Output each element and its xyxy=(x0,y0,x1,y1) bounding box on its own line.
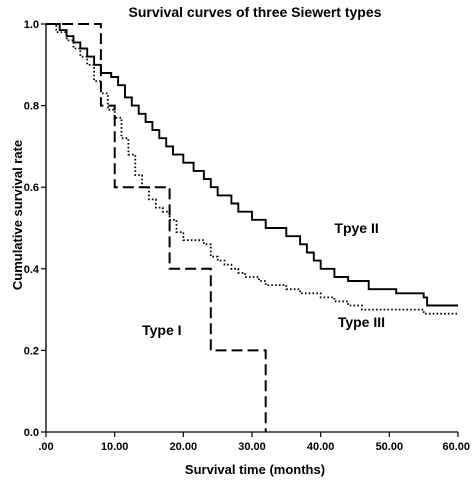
x-tick-label: .00 xyxy=(38,441,53,453)
series-group xyxy=(46,23,458,432)
series-label-1: Tpye II xyxy=(334,220,378,236)
series-label-3: Type I xyxy=(142,322,181,338)
y-axis-label: Cumulative survival rate xyxy=(10,140,25,290)
y-tick-label: 0.6 xyxy=(24,182,39,194)
x-tick-label: 40.00 xyxy=(307,441,335,453)
x-tick-label: 60.00 xyxy=(442,441,470,453)
y-tick-label: 0.8 xyxy=(24,101,39,113)
x-axis-label: Survival time (months) xyxy=(185,462,325,477)
y-tick-label: 1.0 xyxy=(24,19,39,31)
y-tick-label: 0.0 xyxy=(24,427,39,439)
series-line-1 xyxy=(46,23,458,307)
x-tick-label: 30.00 xyxy=(238,441,266,453)
axes: 0.0 0.2 0.4 0.6 0.8 1.0 .00 10.00 20.00 30.00 40.0… xyxy=(24,19,470,453)
x-tick-label: 10.00 xyxy=(101,441,129,453)
x-tick-label: 50.00 xyxy=(376,441,404,453)
chart-title: Survival curves of three Siewert types xyxy=(129,4,382,20)
x-tick-label: 20.00 xyxy=(170,441,198,453)
series-line-2 xyxy=(46,23,458,315)
series-labels: Tpye II Type III Type I xyxy=(142,220,385,338)
series-label-2: Type III xyxy=(338,314,385,330)
y-tick-label: 0.2 xyxy=(24,345,39,357)
y-tick-label: 0.4 xyxy=(24,264,40,276)
series-line-3 xyxy=(46,23,267,432)
